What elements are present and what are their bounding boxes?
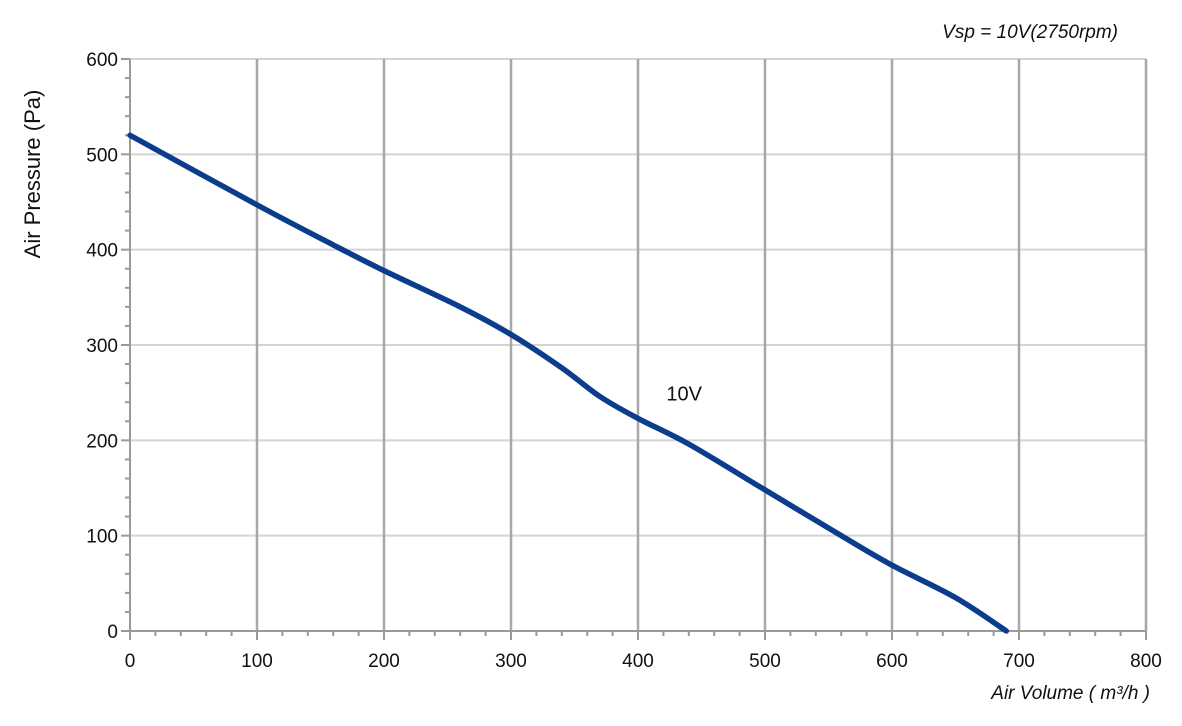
y-tick-label: 100 [86, 527, 118, 548]
x-tick-label: 0 [125, 651, 136, 672]
chart-title: Vsp = 10V(2750rpm) [942, 22, 1118, 43]
x-tick-label: 500 [749, 651, 781, 672]
y-tick-label: 600 [86, 50, 118, 71]
y-tick-label: 500 [86, 145, 118, 166]
x-axis-title: Air Volume ( m³/h ) [990, 683, 1150, 704]
y-tick-label: 0 [107, 622, 118, 643]
x-tick-label: 300 [495, 651, 527, 672]
curve-label: 10V [666, 383, 702, 405]
labels: Vsp = 10V(2750rpm) Air Pressure (Pa) Air… [20, 22, 1162, 704]
y-tick-label: 400 [86, 241, 118, 262]
x-tick-label: 100 [241, 651, 273, 672]
axes [121, 58, 1147, 640]
x-tick-label: 800 [1130, 651, 1162, 672]
y-tick-label: 300 [86, 336, 118, 357]
series-layer [127, 132, 1010, 634]
grid [130, 58, 1148, 631]
y-axis-title: Air Pressure (Pa) [20, 90, 45, 259]
series-line-10v [127, 132, 1010, 634]
y-tick-label: 200 [86, 431, 118, 452]
x-tick-label: 200 [368, 651, 400, 672]
x-tick-label: 400 [622, 651, 654, 672]
x-tick-label: 700 [1003, 651, 1035, 672]
x-tick-label: 600 [876, 651, 908, 672]
